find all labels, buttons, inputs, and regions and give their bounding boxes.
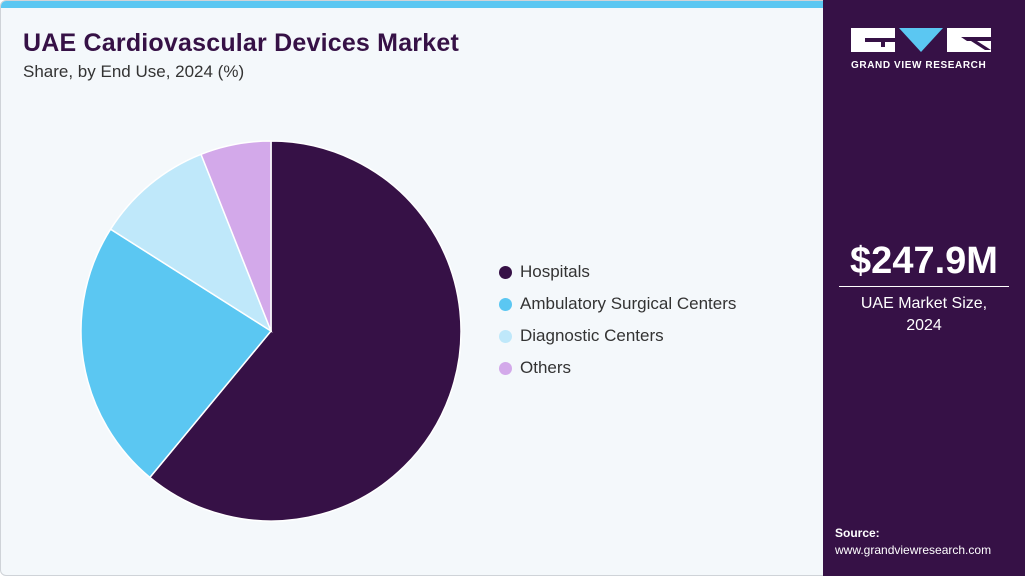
logo-mark [851, 28, 997, 52]
legend-item: Others [499, 352, 736, 384]
logo-v-icon [899, 28, 943, 52]
legend-swatch [499, 265, 512, 279]
market-size-label-line1: UAE Market Size, [860, 295, 988, 312]
legend-item: Hospitals [499, 256, 736, 288]
company-logo: GRAND VIEW RESEARCH [851, 28, 997, 71]
chart-title: UAE Cardiovascular Devices Market [23, 29, 459, 57]
legend-item: Ambulatory Surgical Centers [499, 288, 736, 320]
legend-label: Hospitals [520, 262, 590, 281]
logo-g-icon [851, 28, 895, 52]
market-size-value: $247.9M [850, 240, 998, 282]
source-label: Source: [835, 526, 880, 540]
source-link[interactable]: www.grandviewresearch.com [835, 543, 992, 557]
pie-slices [80, 140, 462, 522]
logo-text: GRAND VIEW RESEARCH [851, 60, 987, 71]
legend-label: Ambulatory Surgical Centers [520, 294, 737, 313]
legend-item: Diagnostic Centers [499, 320, 736, 352]
chart-subtitle: Share, by End Use, 2024 (%) [23, 62, 245, 81]
legend-label: Diagnostic Centers [520, 326, 664, 345]
pie-slice-hospitals [148, 140, 462, 522]
accent-bar [1, 1, 824, 8]
pie-slice-diagnostic-centers [109, 153, 273, 333]
market-size-label-line2: 2024 [906, 317, 942, 334]
legend-swatch [499, 297, 512, 311]
pie-chart [80, 140, 462, 522]
logo-r-icon [947, 28, 991, 52]
chart-legend: Hospitals Ambulatory Surgical Centers Diag… [499, 256, 736, 384]
pie-slice-ambulatory-surgical-centers [80, 228, 273, 479]
legend-swatch [499, 329, 512, 343]
pie-slice-others [200, 140, 272, 332]
market-size-label: UAE Market Size, 2024 [823, 293, 1025, 337]
legend-label: Others [520, 358, 572, 377]
divider [839, 286, 1009, 287]
info-sidebar: GRAND VIEW RESEARCH $247.9M UAE Market S… [823, 0, 1025, 576]
legend-swatch [499, 361, 512, 375]
